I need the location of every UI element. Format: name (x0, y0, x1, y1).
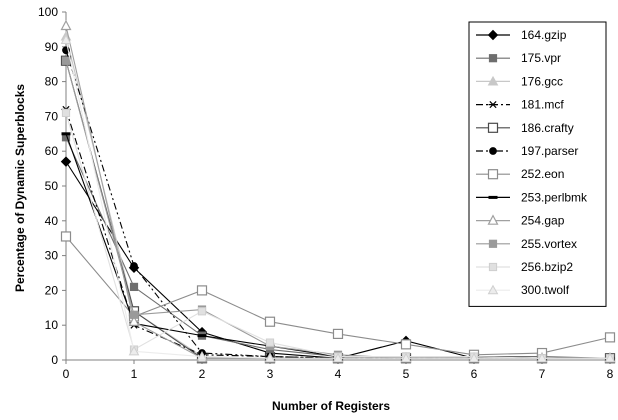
data-point (488, 195, 498, 199)
y-tick-label: 100 (38, 5, 58, 19)
y-tick-label: 20 (45, 283, 59, 297)
data-point (61, 108, 71, 118)
y-tick-label: 10 (45, 318, 59, 332)
data-point (604, 332, 616, 343)
data-point (488, 239, 498, 248)
x-tick-label: 1 (131, 367, 138, 381)
data-point (400, 352, 412, 363)
legend-item: 252.eon (476, 167, 564, 181)
legend-label: 300.twolf (521, 283, 570, 297)
legend-item: 175.vpr (476, 51, 561, 65)
legend-item: 254.gap (476, 214, 565, 228)
data-point (130, 262, 138, 270)
y-axis-title: Percentage of Dynamic Superblocks (13, 84, 27, 292)
legend-label: 254.gap (521, 214, 565, 228)
data-point (264, 316, 276, 327)
data-point (488, 101, 498, 109)
legend-label: 197.parser (521, 144, 578, 158)
series-line (65, 50, 610, 359)
y-tick-label: 80 (45, 75, 59, 89)
data-point (536, 352, 548, 363)
data-point (487, 214, 499, 225)
legend-item: 176.gcc (476, 74, 563, 88)
legend-label: 256.bzip2 (521, 260, 573, 274)
data-point (197, 334, 207, 338)
data-point (332, 328, 344, 339)
data-point (196, 285, 208, 296)
y-tick-label: 40 (45, 214, 59, 228)
x-tick-label: 4 (335, 367, 342, 381)
legend-label: 181.mcf (521, 98, 564, 112)
data-point (128, 345, 140, 356)
y-tick-label: 50 (45, 179, 59, 193)
legend-box (468, 21, 607, 307)
legend-label: 252.eon (521, 167, 564, 181)
data-point (487, 75, 499, 86)
data-point (60, 156, 72, 167)
y-tick-label: 30 (45, 249, 59, 263)
data-point (487, 284, 499, 295)
x-tick-label: 8 (607, 367, 614, 381)
data-point (488, 54, 498, 63)
x-tick-label: 0 (63, 367, 70, 381)
y-tick-label: 70 (45, 109, 59, 123)
data-point (129, 310, 139, 319)
x-axis-title: Number of Registers (272, 399, 390, 413)
data-point (487, 122, 499, 133)
legend-item: 181.mcf (476, 98, 564, 112)
y-tick-label: 0 (51, 353, 58, 367)
data-point (332, 352, 344, 363)
legend-label: 164.gzip (521, 28, 567, 42)
y-tick-label: 60 (45, 144, 59, 158)
data-point (129, 282, 139, 292)
data-point (60, 231, 72, 242)
legend-item: 256.bzip2 (476, 260, 573, 274)
legend-item: 255.vortex (476, 237, 577, 251)
data-point (489, 147, 497, 155)
data-point (60, 19, 72, 31)
x-tick-label: 3 (267, 367, 274, 381)
data-point (400, 339, 412, 350)
data-point (487, 29, 499, 41)
data-point (61, 132, 71, 136)
x-tick-label: 5 (403, 367, 410, 381)
data-point (488, 262, 498, 272)
series-layer (60, 19, 616, 364)
data-point (604, 352, 616, 363)
x-tick-label: 7 (539, 367, 546, 381)
legend: 164.gzip 175.vpr 176.gcc 181.mcf 186.crafty 1… (468, 21, 607, 307)
legend-label: 175.vpr (521, 51, 561, 65)
data-point (61, 56, 71, 65)
legend-label: 186.crafty (521, 121, 574, 135)
data-point (60, 34, 72, 44)
legend-item: 253.perlbmk (476, 190, 588, 204)
legend-item: 186.crafty (476, 121, 574, 135)
legend-item: 300.twolf (476, 283, 570, 297)
data-point (197, 307, 207, 316)
x-tick-label: 6 (471, 367, 478, 381)
axes: 0 10 20 30 40 50 60 70 80 90 100 0 1 2 3 4 5 6 7 8 (38, 5, 614, 381)
data-point (128, 315, 140, 326)
legend-item: 164.gzip (476, 28, 567, 42)
x-tick-label: 2 (199, 367, 206, 381)
legend-item: 197.parser (476, 144, 578, 158)
series-300.twolf (60, 34, 616, 363)
data-point (468, 352, 480, 363)
data-point (264, 352, 276, 363)
y-tick-label: 90 (45, 40, 59, 54)
legend-label: 255.vortex (521, 237, 577, 251)
legend-label: 176.gcc (521, 74, 563, 88)
data-point (265, 338, 275, 347)
data-point (196, 350, 208, 361)
legend-label: 253.perlbmk (521, 190, 588, 204)
data-point (487, 169, 499, 180)
